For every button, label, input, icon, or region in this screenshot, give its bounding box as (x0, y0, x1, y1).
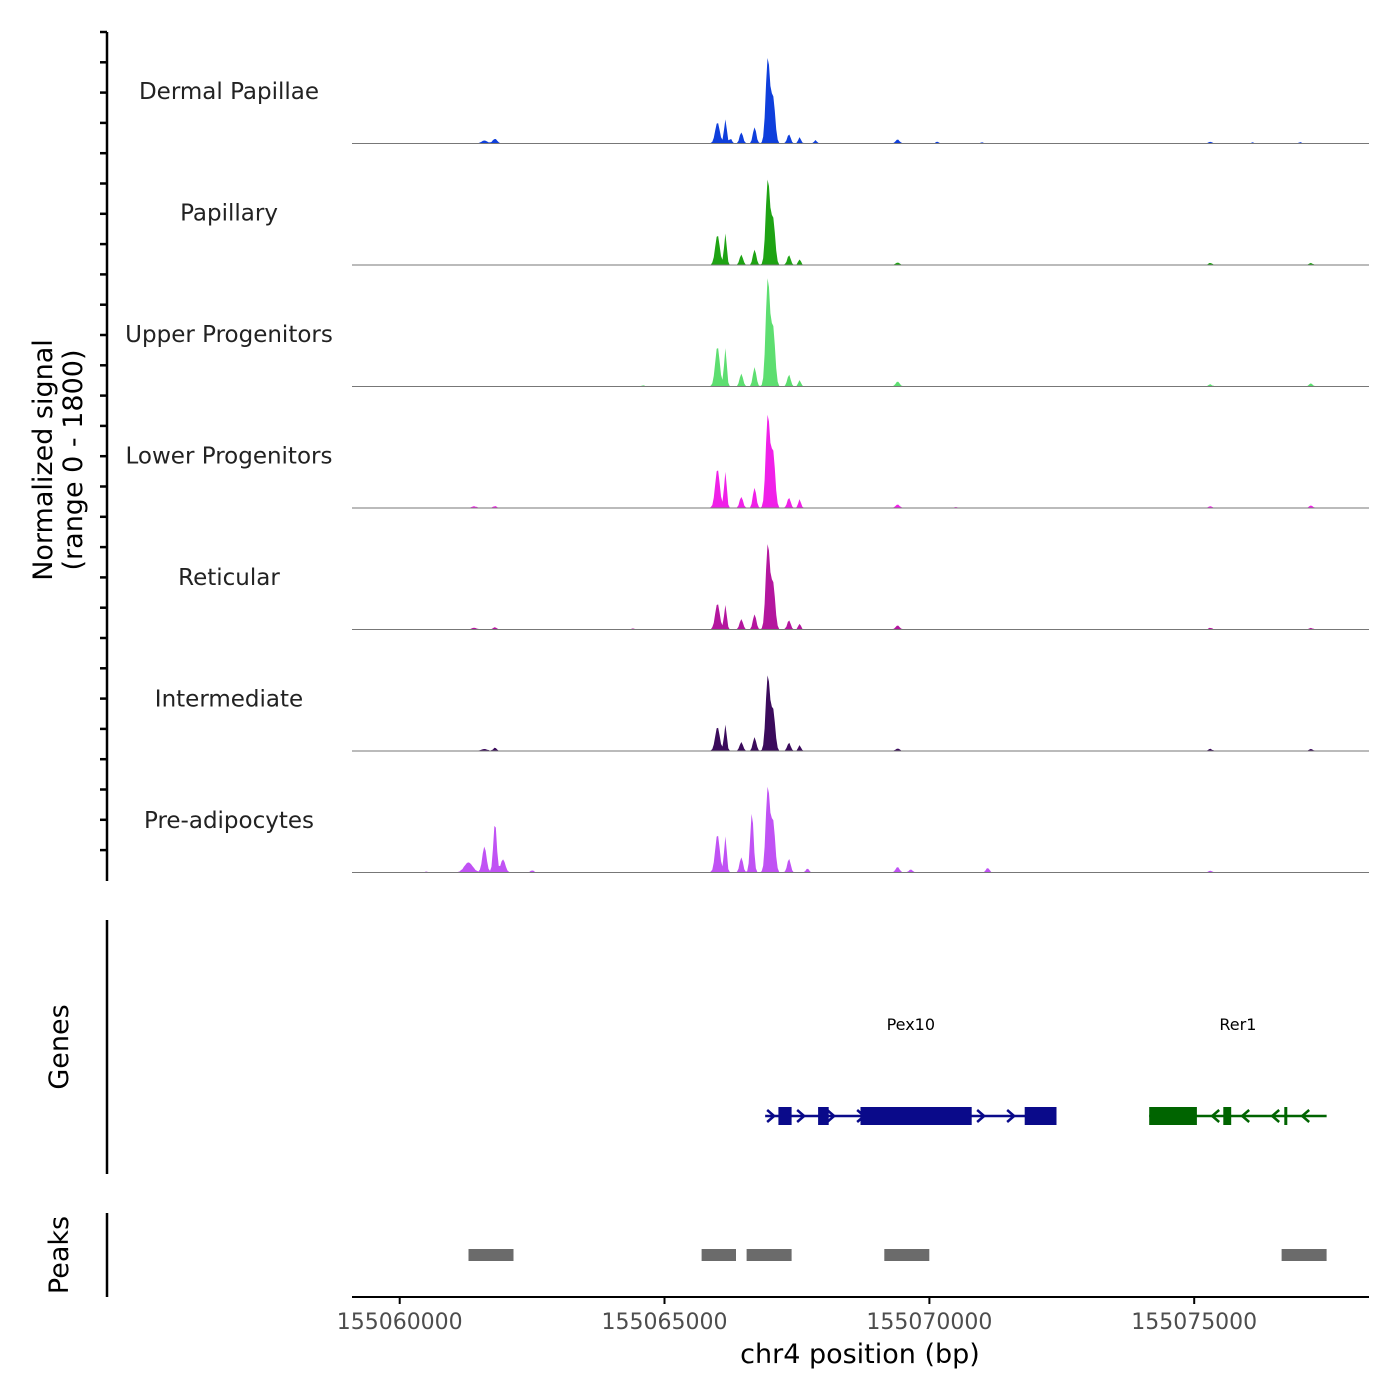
gene-exon (1223, 1107, 1232, 1125)
track-reticular: Reticular (178, 544, 1369, 630)
strand-arrow (1240, 1109, 1250, 1123)
track-label: Intermediate (155, 687, 303, 713)
track-label: Dermal Papillae (139, 79, 319, 105)
peaks-track-label: Peaks (44, 1216, 75, 1294)
coverage-y-ticks (100, 30, 107, 852)
track-pre-adipocytes: Pre-adipocytes (144, 786, 1369, 873)
strand-arrow (976, 1109, 987, 1123)
gene-exon (1284, 1107, 1288, 1125)
strand-arrow (826, 1109, 837, 1123)
genes-track-label: Genes (44, 1004, 75, 1089)
gene-exon (1149, 1107, 1197, 1125)
track-intermediate: Intermediate (155, 675, 1369, 752)
x-axis-title: chr4 position (bp) (740, 1339, 980, 1370)
coverage-area (352, 675, 1369, 751)
gene-name-label: Rer1 (1219, 1015, 1256, 1034)
coverage-area (352, 179, 1369, 265)
y-axis-title: Normalized signal (range 0 - 1800) (28, 339, 89, 581)
strand-arrow (796, 1109, 807, 1123)
gene-pex10: Pex10 (765, 1015, 1057, 1125)
x-tick-label: 155075000 (1131, 1310, 1257, 1335)
peak-region (468, 1249, 514, 1261)
peak-region (884, 1249, 930, 1261)
track-label: Upper Progenitors (125, 322, 333, 348)
strand-arrow (1210, 1109, 1220, 1123)
gene-exon (1024, 1107, 1057, 1125)
coverage-area (352, 414, 1369, 508)
coverage-area (352, 57, 1369, 144)
track-label: Lower Progenitors (126, 444, 333, 470)
strand-arrow (1006, 1109, 1017, 1123)
x-tick-label: 155065000 (602, 1310, 728, 1335)
peak-region (1281, 1249, 1327, 1261)
track-papillary: Papillary (180, 179, 1369, 266)
gene-rer1: Rer1 (1149, 1015, 1327, 1125)
x-tick-label: 155070000 (866, 1310, 992, 1335)
genes-track: Pex10 Rer1 (765, 1015, 1327, 1125)
track-dermal-papillae: Dermal Papillae (139, 57, 1369, 144)
y-axis-title-line1: Normalized signal (28, 339, 59, 581)
track-lower-progenitors: Lower Progenitors (126, 414, 1369, 509)
track-label: Pre-adipocytes (144, 808, 314, 834)
peak-region (746, 1249, 792, 1261)
gene-name-label: Pex10 (887, 1015, 935, 1034)
strand-arrow (766, 1109, 777, 1123)
x-tick-label: 155060000 (337, 1310, 463, 1335)
strand-arrow (1300, 1109, 1310, 1123)
peaks-track (468, 1249, 1327, 1261)
track-upper-progenitors: Upper Progenitors (125, 278, 1369, 387)
gene-exon (778, 1107, 792, 1125)
peak-region (701, 1249, 736, 1261)
gene-exon (818, 1107, 829, 1125)
gene-exon (860, 1107, 972, 1125)
strand-arrow (1270, 1109, 1280, 1123)
track-label: Reticular (178, 565, 280, 591)
coverage-tracks: Dermal Papillae Papillary Upper Progenitor… (125, 57, 1369, 873)
coverage-area (352, 278, 1369, 387)
coverage-area (352, 544, 1369, 630)
y-axis-title-line2: (range 0 - 1800) (58, 350, 89, 571)
coverage-area (352, 786, 1369, 873)
track-label: Papillary (180, 201, 278, 227)
x-axis-ticks: 155060000 155065000 155070000 155075000 (337, 1297, 1257, 1335)
